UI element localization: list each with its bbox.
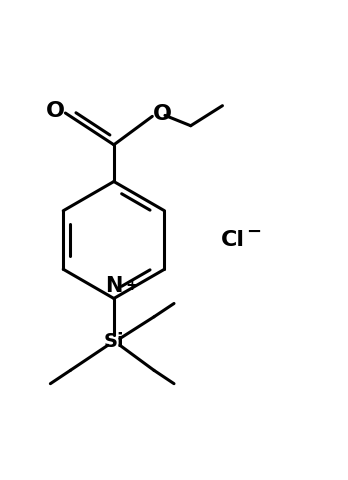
Text: Si: Si (104, 333, 124, 351)
Text: −: − (246, 223, 261, 240)
Text: O: O (46, 101, 65, 121)
Text: O: O (153, 104, 172, 124)
Text: N: N (105, 276, 122, 296)
Text: +: + (126, 277, 139, 293)
Text: Cl: Cl (221, 230, 245, 250)
